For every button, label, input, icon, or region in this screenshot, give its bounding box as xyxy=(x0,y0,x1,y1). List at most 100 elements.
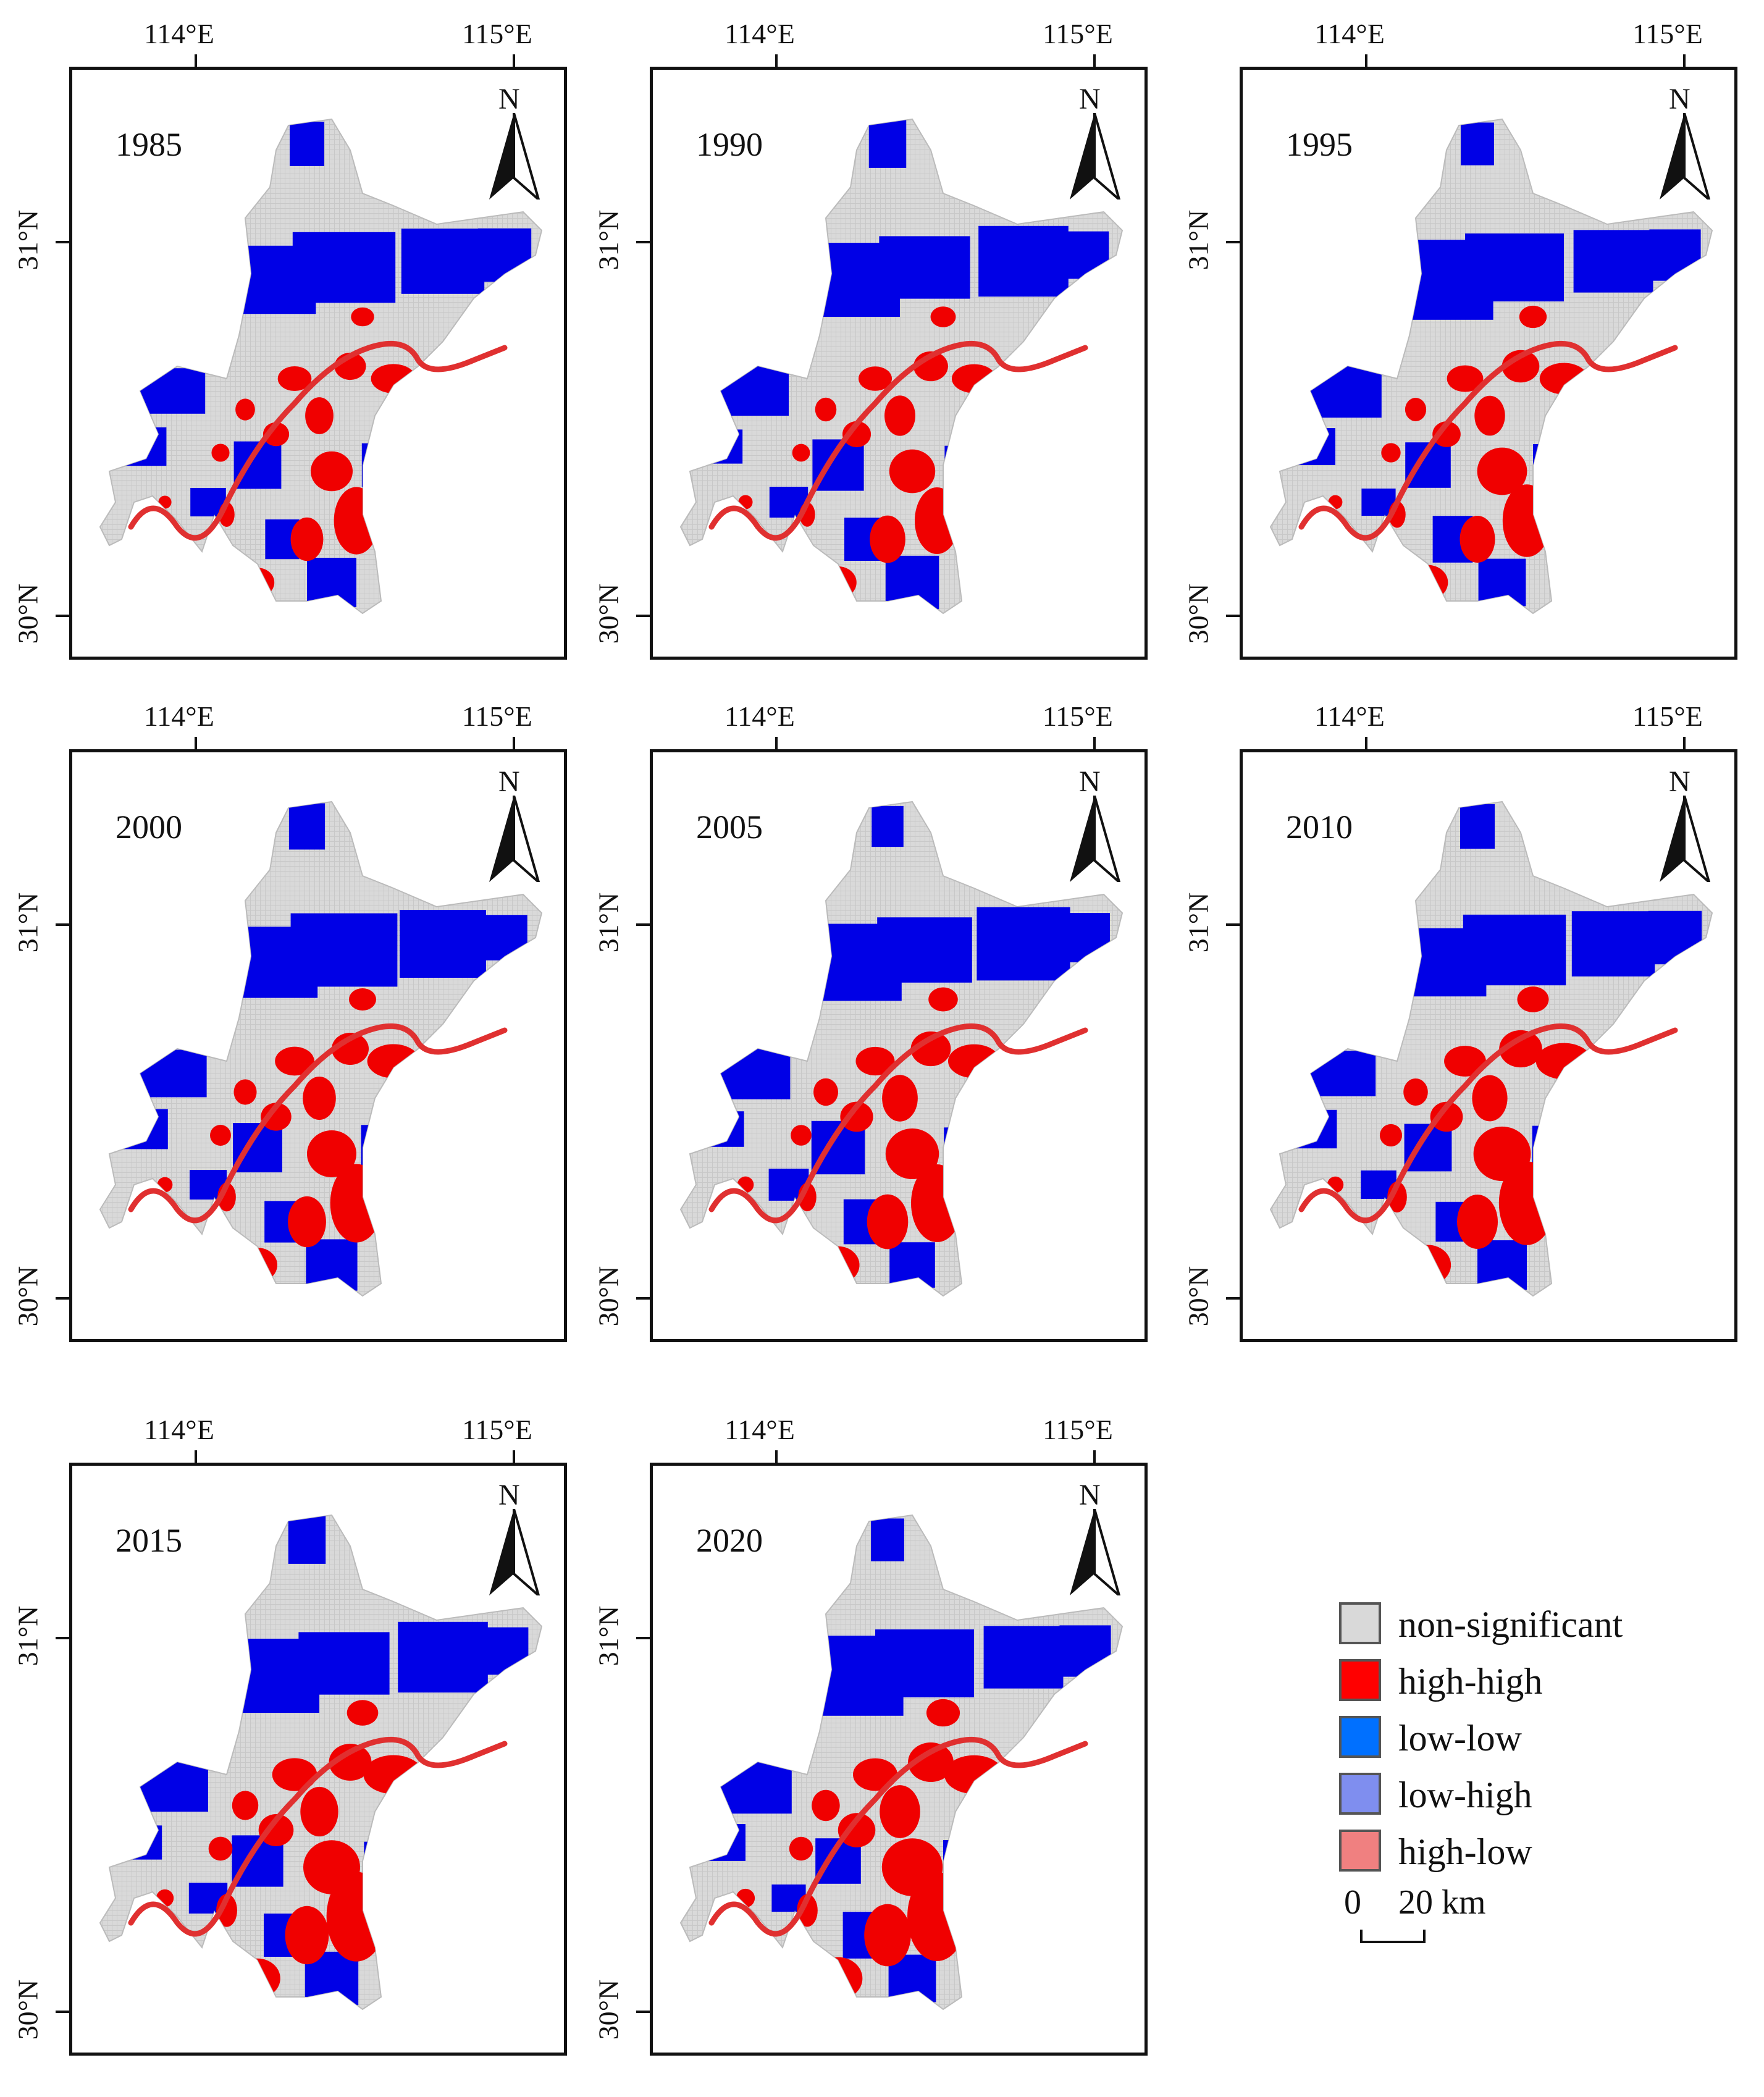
cluster-map xyxy=(99,118,543,615)
low-low-cluster xyxy=(1301,364,1382,418)
lon-tick xyxy=(513,737,515,750)
river-line xyxy=(708,1023,1088,1224)
low-low-cluster xyxy=(974,1786,1023,1838)
high-high-cluster xyxy=(272,1758,317,1791)
high-high-cluster xyxy=(926,1699,960,1727)
map-frame: 2000 N xyxy=(69,749,567,1342)
high-high-cluster xyxy=(930,306,956,327)
lat-tick xyxy=(1226,615,1240,617)
map-frame: 2015 N xyxy=(69,1463,567,2056)
lon-tick xyxy=(1365,54,1367,68)
legend-item-high-low: high-low xyxy=(1334,1827,1742,1876)
low-low-cluster xyxy=(288,803,326,850)
high-high-cluster xyxy=(211,443,230,462)
low-low-cluster xyxy=(978,225,1069,297)
lat-label-31: 31°N xyxy=(592,1605,624,1666)
legend-label: high-low xyxy=(1398,1831,1532,1872)
low-low-cluster xyxy=(392,389,444,443)
high-high-cluster xyxy=(1356,823,1388,867)
high-high-cluster xyxy=(275,1046,314,1076)
high-high-cluster xyxy=(186,1537,218,1580)
lon-label-114: 114°E xyxy=(724,700,795,732)
lat-tick xyxy=(636,241,650,243)
lon-tick xyxy=(1683,54,1686,68)
low-low-cluster xyxy=(306,1239,358,1291)
lon-tick xyxy=(195,1450,197,1464)
lon-tick xyxy=(1683,737,1686,750)
high-high-cluster xyxy=(305,397,334,434)
map-panel-1985: 1985 N 114°E 115°E 31°N 30°N xyxy=(12,12,567,660)
lon-label-115: 115°E xyxy=(1043,700,1113,732)
lon-tick xyxy=(1365,737,1367,750)
lon-tick xyxy=(1093,54,1096,68)
map-frame: 2020 N xyxy=(650,1463,1148,2056)
lon-label-115: 115°E xyxy=(462,18,532,49)
lon-label-115: 115°E xyxy=(1632,18,1703,49)
map-year-label: 2010 xyxy=(1286,809,1353,846)
north-arrow-label: N xyxy=(498,1479,520,1511)
lat-tick xyxy=(636,2011,650,2013)
high-high-cluster xyxy=(907,1872,967,1961)
map-panel-1990: 1990 N 114°E 115°E 31°N 30°N xyxy=(592,12,1148,660)
map-year-label: 1995 xyxy=(1286,126,1353,163)
high-high-cluster xyxy=(1477,447,1527,495)
north-arrow-icon xyxy=(489,1509,540,1595)
high-high-cluster xyxy=(210,1125,231,1146)
lat-label-30: 30°N xyxy=(592,1266,624,1327)
high-high-cluster xyxy=(326,1872,387,1962)
low-low-cluster xyxy=(1532,1125,1571,1170)
lon-tick xyxy=(775,54,778,68)
north-arrow-icon xyxy=(1070,113,1121,200)
low-low-cluster xyxy=(1649,229,1701,281)
lat-tick xyxy=(636,615,650,617)
high-high-cluster xyxy=(1535,1043,1592,1080)
lon-label-114: 114°E xyxy=(1314,18,1385,49)
high-high-cluster xyxy=(1408,565,1448,600)
low-low-cluster xyxy=(1270,428,1335,465)
north-arrow-label: N xyxy=(498,765,520,798)
north-arrow-icon xyxy=(1070,1509,1121,1595)
cluster-map xyxy=(1269,118,1713,615)
lat-tick xyxy=(1226,923,1240,926)
high-high-cluster xyxy=(948,1044,1000,1078)
low-low-cluster xyxy=(1533,444,1570,486)
low-low-cluster xyxy=(681,1111,744,1147)
legend-item-low-low: low-low xyxy=(1334,1713,1742,1763)
lat-label-30: 30°N xyxy=(12,1979,44,2040)
lon-tick xyxy=(1093,1450,1096,1464)
high-high-cluster xyxy=(190,146,214,179)
lat-label-30: 30°N xyxy=(1182,1266,1214,1327)
high-high-cluster xyxy=(1472,1075,1508,1122)
low-low-cluster xyxy=(395,1788,441,1836)
high-high-cluster xyxy=(1379,1124,1403,1147)
lon-label-115: 115°E xyxy=(1043,1414,1113,1445)
river-line xyxy=(1298,1023,1678,1224)
high-high-cluster xyxy=(1517,986,1549,1012)
low-low-cluster xyxy=(879,236,970,299)
high-high-cluster xyxy=(952,364,996,393)
map-frame: 1990 N xyxy=(650,67,1148,660)
low-low-cluster xyxy=(975,1074,1022,1123)
low-low-cluster xyxy=(100,427,167,466)
high-high-cluster xyxy=(329,1744,372,1781)
lon-tick xyxy=(195,737,197,750)
map-year-label: 1990 xyxy=(696,126,763,163)
low-low-cluster xyxy=(976,392,1022,440)
map-year-label: 2020 xyxy=(696,1522,763,1559)
high-high-cluster xyxy=(889,449,936,494)
high-high-cluster xyxy=(859,366,892,391)
high-high-cluster xyxy=(928,987,958,1012)
high-high-cluster xyxy=(1405,398,1427,421)
high-high-cluster xyxy=(290,517,324,561)
low-low-cluster xyxy=(944,445,979,485)
lat-label-30: 30°N xyxy=(592,583,624,644)
legend-swatch xyxy=(1339,1830,1381,1872)
high-high-cluster xyxy=(840,1101,873,1132)
high-high-cluster xyxy=(158,495,172,509)
high-high-cluster xyxy=(1444,1046,1486,1077)
high-high-cluster xyxy=(1460,516,1495,563)
lon-tick xyxy=(195,54,197,68)
high-high-cluster xyxy=(346,1700,379,1726)
low-low-cluster xyxy=(135,1049,207,1098)
high-high-cluster xyxy=(367,1044,420,1078)
